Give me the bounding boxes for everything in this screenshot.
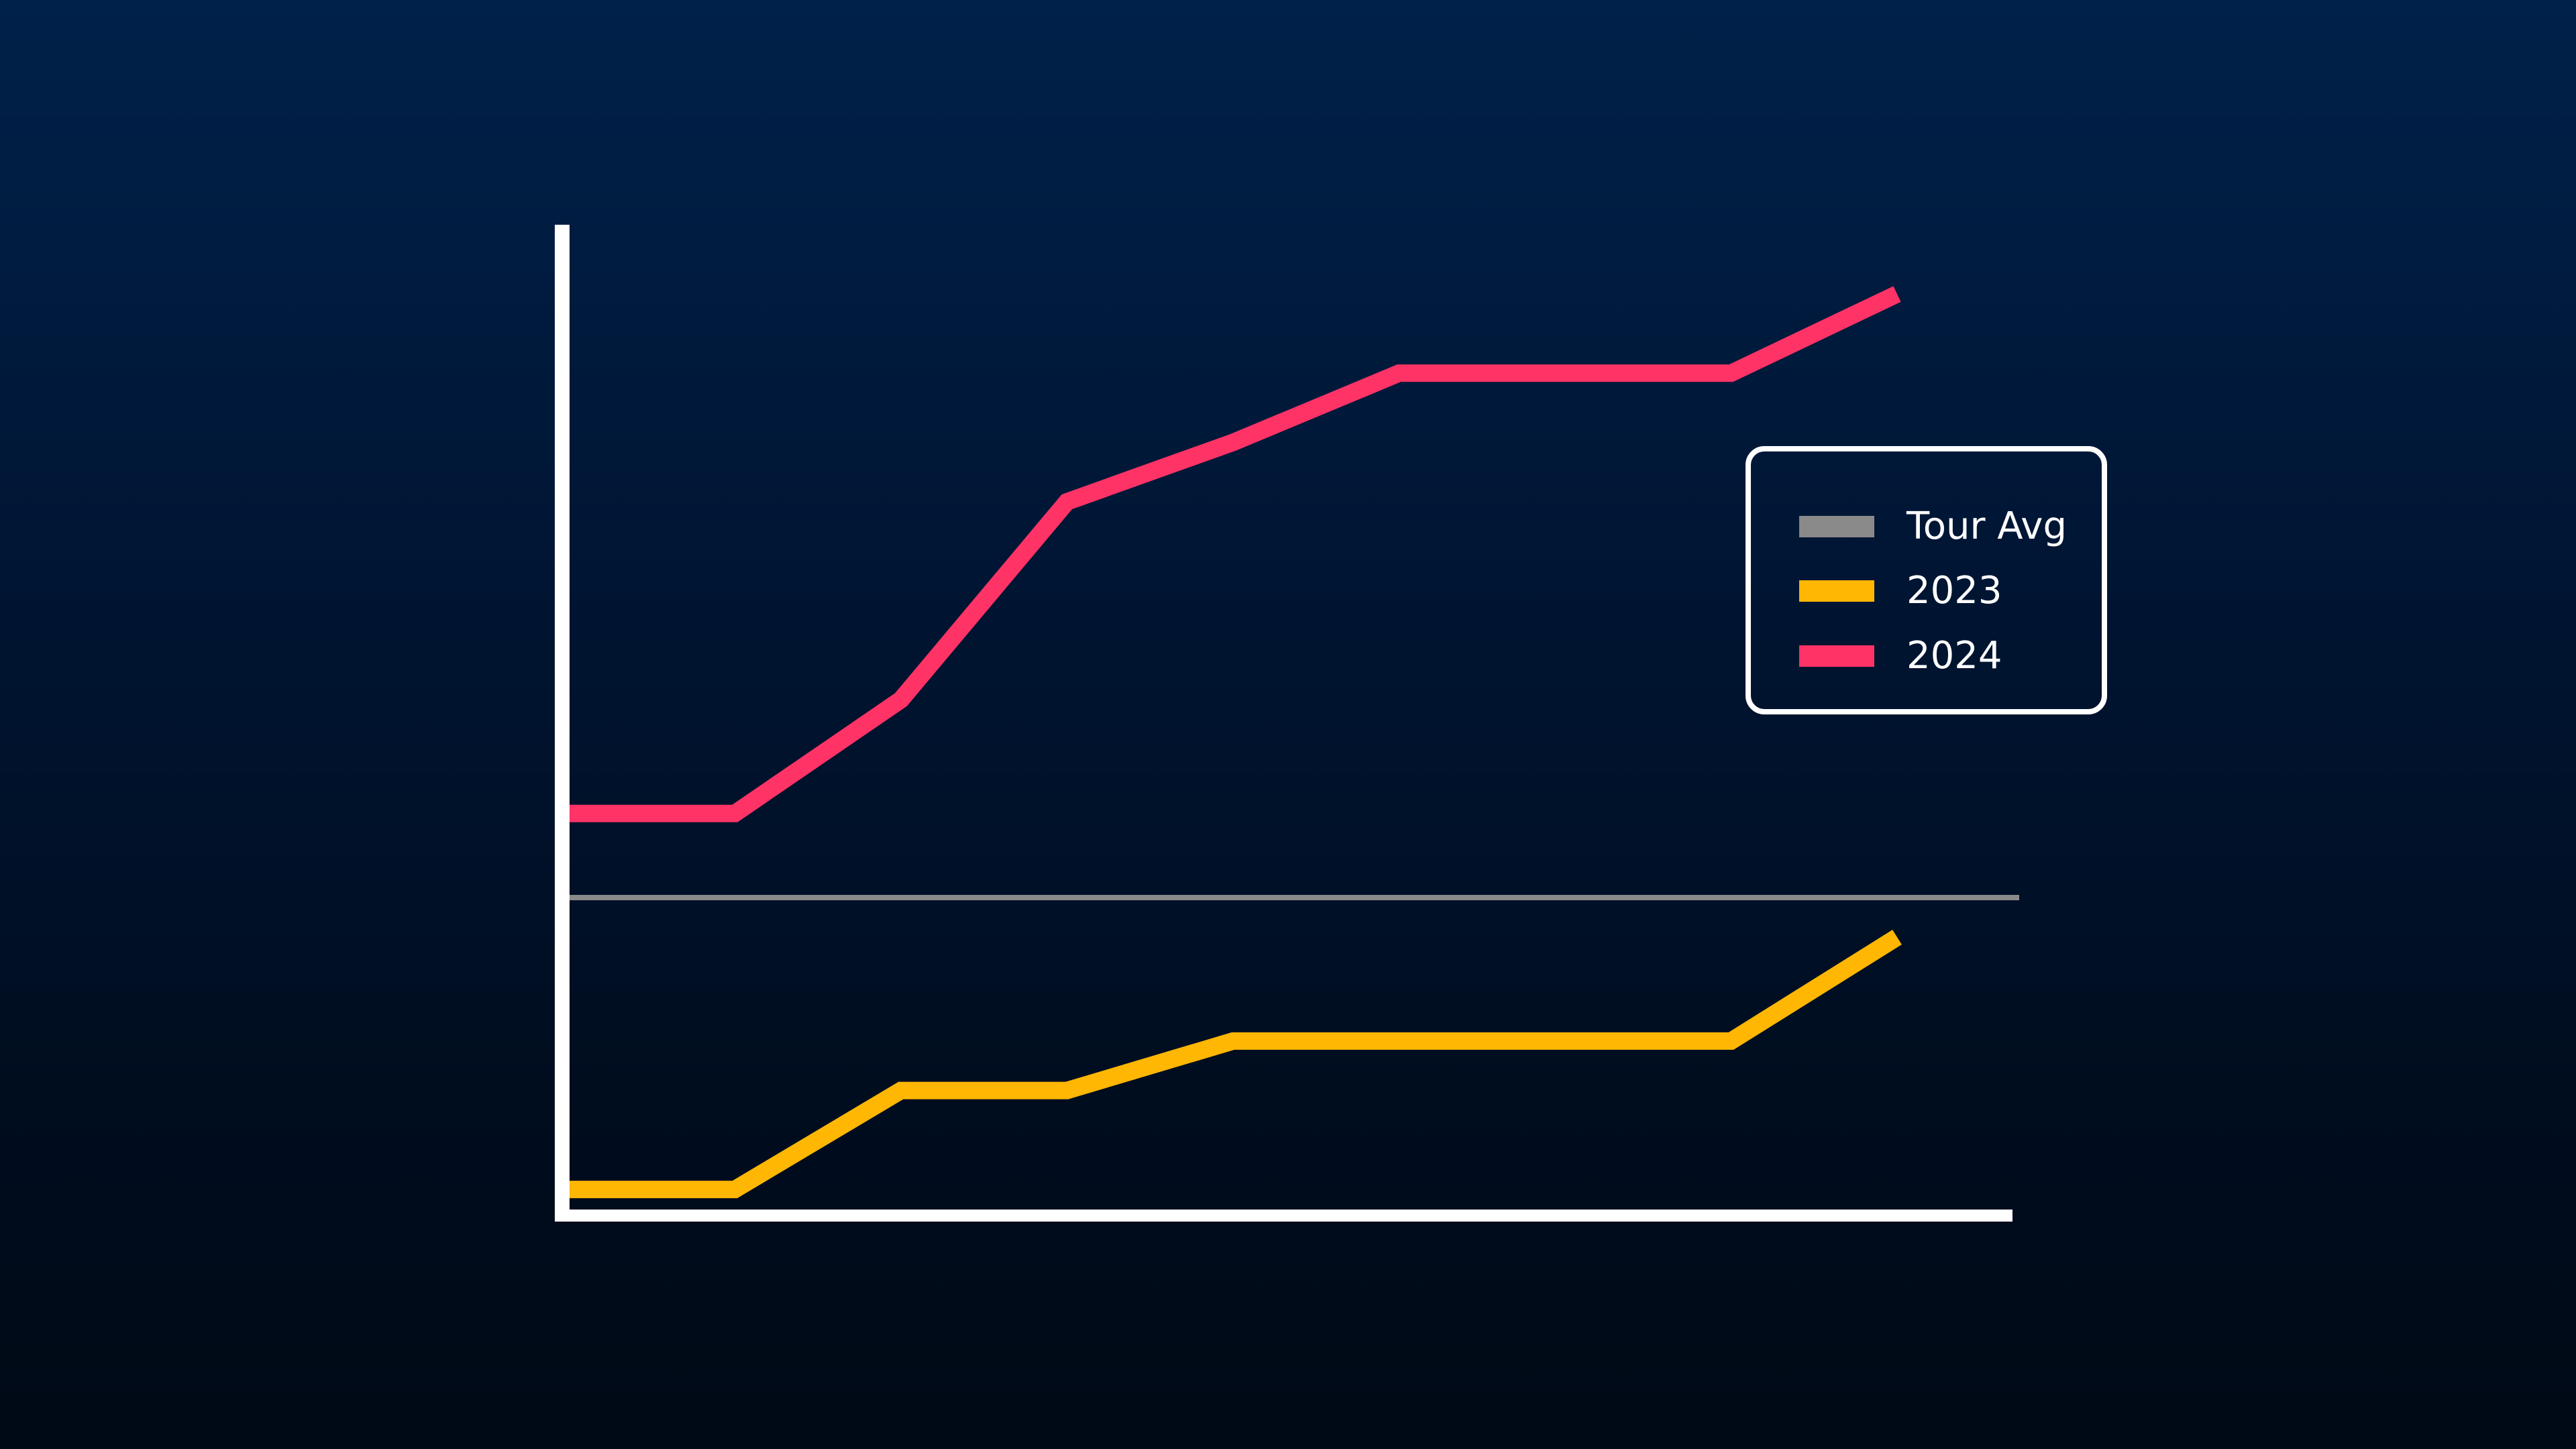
legend-label-tour-avg: Tour Avg (1907, 504, 2067, 548)
axes (555, 225, 2012, 1222)
legend-swatch-2023 (1799, 580, 1874, 602)
series-line-2024 (569, 286, 1901, 822)
series-lines (569, 286, 1902, 1199)
series-line-2023 (569, 929, 1902, 1199)
legend-swatch-2024 (1799, 645, 1874, 667)
legend-item-tour-avg: Tour Avg (1799, 506, 2067, 547)
legend-swatch-tour-avg (1799, 516, 1874, 537)
legend: Tour Avg 2023 2024 (1746, 446, 2107, 714)
legend-label-2024: 2024 (1907, 634, 2002, 678)
legend-item-2023: 2023 (1799, 571, 2002, 611)
legend-label-2023: 2023 (1907, 569, 2002, 612)
legend-item-2024: 2024 (1799, 636, 2002, 676)
